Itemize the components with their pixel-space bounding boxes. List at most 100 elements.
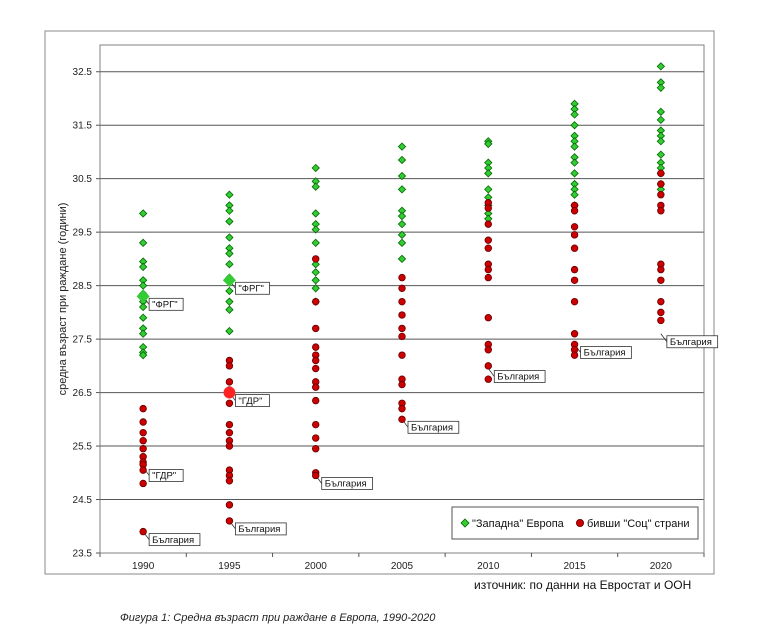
data-point-west: [397, 211, 407, 221]
data-point-east: [484, 346, 492, 354]
annotation-box: [148, 297, 184, 311]
data-point-east: [570, 207, 579, 215]
data-point-east: [570, 231, 579, 239]
y-tick-label: 28.5: [73, 281, 93, 292]
data-point-west: [138, 313, 148, 322]
annotation-box: [493, 370, 546, 383]
data-point-west: [397, 254, 407, 264]
data-point-east: [657, 316, 665, 325]
data-point-west: [138, 281, 148, 290]
data-point-west: [225, 260, 234, 269]
data-point-east: [225, 501, 234, 509]
annotation-box: [666, 335, 719, 349]
x-tick-label: 1995: [218, 561, 241, 572]
annotation-box: [235, 281, 270, 295]
y-tick-label: 26.5: [73, 388, 93, 399]
data-point-west: [225, 206, 234, 215]
annotation-connector: [660, 333, 668, 342]
data-point-west: [225, 286, 234, 296]
data-point-east: [312, 420, 320, 429]
annotation-box: [235, 522, 287, 536]
data-point-east: [225, 362, 234, 370]
data-point-west: [484, 185, 493, 194]
data-point-west: [656, 137, 666, 146]
data-point-west: [138, 350, 148, 360]
data-point-west: [225, 190, 234, 199]
legend-marker-east: [576, 519, 585, 528]
data-point-west: [225, 305, 234, 314]
annotation-label: България: [325, 479, 367, 490]
data-point-highlight-west: [222, 273, 236, 287]
data-point-east: [312, 356, 320, 365]
data-point-east: [657, 276, 665, 284]
data-point-east: [657, 191, 665, 199]
data-point-east: [398, 351, 406, 359]
annotation-box: [407, 420, 460, 434]
data-point-west: [138, 238, 148, 248]
annotation-label: България: [584, 348, 626, 359]
data-point-west: [225, 297, 234, 306]
y-tick-label: 32.5: [73, 67, 93, 78]
annotation-box: [321, 477, 373, 490]
legend-box: [451, 506, 699, 540]
data-point-highlight-west: [136, 289, 150, 303]
data-point-west: [656, 115, 666, 125]
data-point-west: [138, 262, 148, 272]
data-point-east: [657, 169, 665, 178]
data-point-west: [397, 219, 407, 229]
data-point-east: [139, 404, 147, 413]
annotation-box: [148, 533, 201, 547]
data-point-west: [311, 182, 320, 191]
data-point-west: [570, 121, 579, 130]
data-point-east: [139, 527, 147, 536]
data-point-east: [484, 375, 492, 383]
data-point-west: [656, 83, 666, 92]
data-point-west: [311, 276, 320, 285]
data-point-east: [657, 297, 665, 306]
data-point-east: [398, 380, 406, 389]
data-point-east: [398, 415, 406, 424]
data-point-east: [484, 204, 492, 212]
data-point-west: [397, 238, 407, 248]
data-point-west: [570, 169, 579, 178]
data-point-east: [484, 220, 492, 228]
data-point-west: [397, 171, 407, 181]
y-axis-label: средна възраст при раждане (години): [57, 203, 69, 396]
legend-label-east: бивши "Соц" страни: [587, 518, 690, 530]
data-point-east: [484, 265, 492, 274]
data-point-west: [311, 260, 320, 269]
annotation-box: [148, 469, 184, 482]
annotation-box: [235, 394, 270, 407]
data-point-east: [225, 420, 234, 429]
y-tick-label: 25.5: [73, 442, 93, 453]
x-tick-label: 2000: [305, 561, 328, 572]
data-point-east: [225, 378, 234, 386]
data-point-west: [138, 209, 148, 218]
data-point-west: [570, 142, 579, 151]
y-tick-label: 24.5: [73, 495, 93, 506]
x-tick-label: 2020: [650, 561, 673, 572]
data-point-west: [656, 62, 666, 71]
data-point-east: [225, 442, 234, 450]
annotation-connector: [487, 368, 495, 377]
data-point-east: [570, 297, 579, 306]
legend-label-west: "Западна" Европа: [472, 518, 565, 530]
data-point-west: [311, 225, 320, 234]
x-tick-label: 2005: [391, 561, 414, 572]
data-point-east: [225, 399, 234, 407]
data-point-east: [570, 351, 579, 359]
data-point-east: [570, 330, 579, 338]
data-point-west: [656, 150, 666, 159]
y-tick-label: 30.5: [73, 174, 93, 185]
annotation-label: "ФРГ": [152, 300, 177, 311]
annotation-box: [580, 346, 632, 359]
data-point-west: [484, 169, 493, 178]
data-point-east: [312, 255, 320, 263]
data-point-east: [398, 297, 406, 306]
annotation-label: "ГДР": [152, 471, 176, 482]
data-point-east: [570, 244, 579, 252]
annotations: "ФРГ" "ГДР" България "ФРГ" "ГДР" България Бълг…: [148, 281, 719, 547]
data-point-east: [312, 343, 320, 351]
data-point-east: [657, 180, 665, 188]
